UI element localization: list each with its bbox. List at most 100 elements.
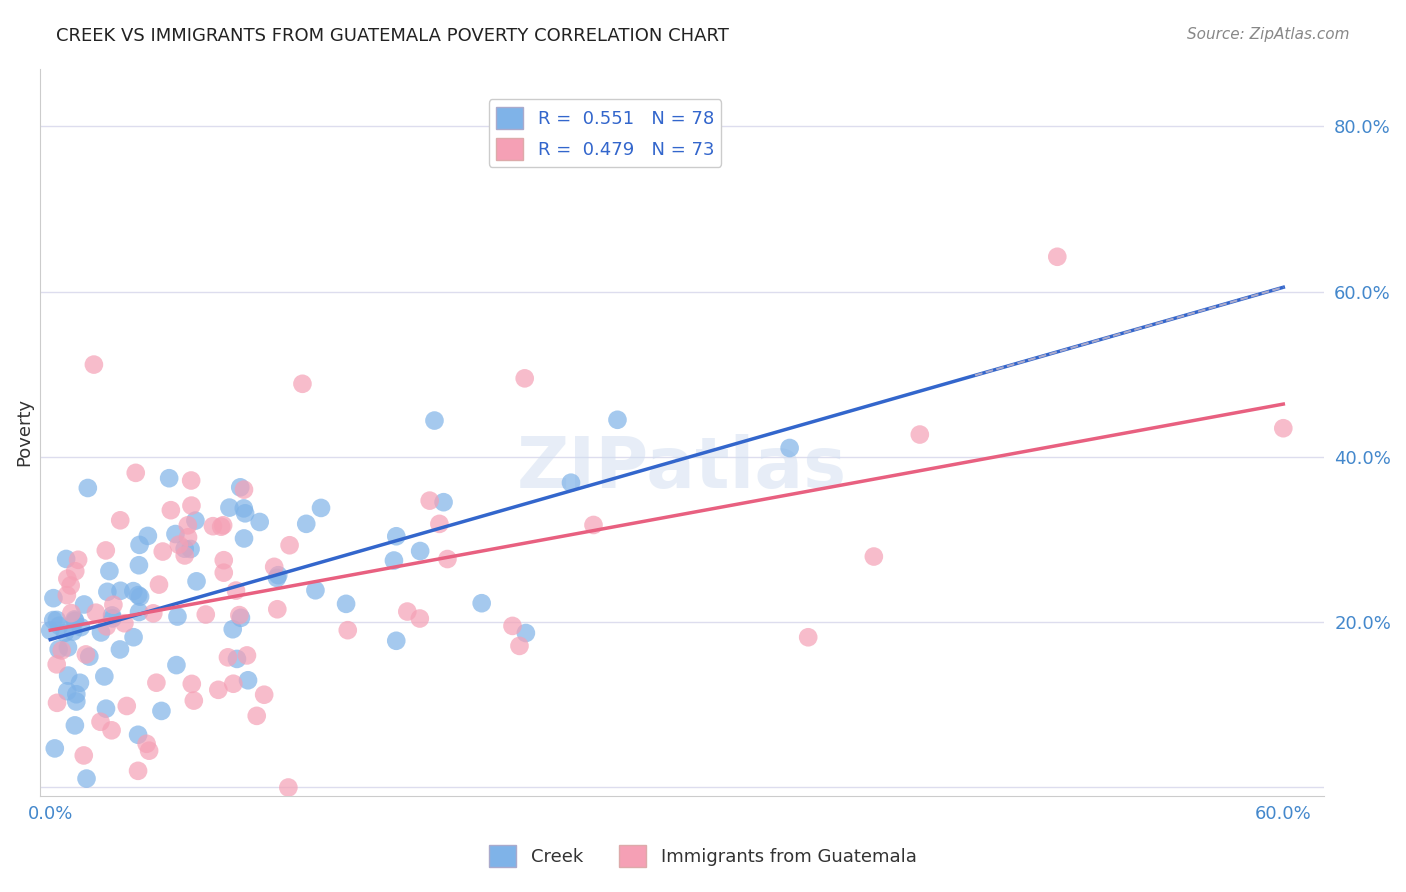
Point — [212, 518, 235, 533]
Point — [419, 493, 441, 508]
Point — [167, 538, 190, 552]
Point — [582, 518, 605, 533]
Point — [233, 532, 256, 546]
Point — [128, 558, 150, 573]
Point — [89, 714, 111, 729]
Point — [212, 553, 235, 567]
Point — [60, 606, 83, 620]
Point — [295, 516, 318, 531]
Point — [127, 764, 149, 778]
Point — [266, 571, 288, 585]
Point — [101, 611, 124, 625]
Point — [42, 613, 65, 627]
Point — [142, 607, 165, 621]
Point — [152, 544, 174, 558]
Point — [217, 650, 239, 665]
Point — [429, 516, 451, 531]
Point — [382, 553, 405, 567]
Point — [84, 606, 107, 620]
Point — [253, 688, 276, 702]
Point — [232, 501, 254, 516]
Point — [83, 358, 105, 372]
Point — [396, 605, 419, 619]
Point — [128, 538, 150, 552]
Point — [101, 608, 124, 623]
Y-axis label: Poverty: Poverty — [15, 398, 32, 467]
Point — [63, 614, 86, 628]
Point — [96, 619, 118, 633]
Point — [513, 371, 536, 385]
Point — [336, 623, 359, 637]
Point — [177, 518, 200, 533]
Point — [201, 519, 224, 533]
Point — [423, 413, 446, 427]
Point — [560, 475, 582, 490]
Point — [67, 553, 90, 567]
Point — [335, 597, 357, 611]
Point — [138, 744, 160, 758]
Legend: R =  0.551   N = 78, R =  0.479   N = 73: R = 0.551 N = 78, R = 0.479 N = 73 — [489, 99, 721, 167]
Point — [432, 495, 454, 509]
Point — [222, 622, 245, 636]
Point — [62, 624, 84, 639]
Point — [502, 619, 524, 633]
Point — [236, 673, 259, 688]
Point — [309, 500, 332, 515]
Point — [471, 596, 494, 610]
Point — [233, 483, 256, 497]
Point — [45, 657, 67, 672]
Point — [44, 741, 66, 756]
Point — [115, 698, 138, 713]
Point — [157, 471, 180, 485]
Point — [177, 530, 200, 544]
Point — [56, 588, 79, 602]
Point — [797, 630, 820, 644]
Point — [278, 538, 301, 552]
Point — [76, 481, 98, 495]
Point — [184, 514, 207, 528]
Point — [229, 480, 252, 494]
Point — [180, 677, 202, 691]
Point — [48, 618, 70, 632]
Point — [218, 500, 240, 515]
Point — [233, 506, 256, 520]
Point — [908, 427, 931, 442]
Point — [125, 466, 148, 480]
Point — [69, 675, 91, 690]
Point — [385, 633, 408, 648]
Point — [209, 519, 232, 533]
Point — [110, 583, 132, 598]
Point — [128, 605, 150, 619]
Point — [180, 541, 202, 556]
Point — [39, 624, 62, 638]
Point — [863, 549, 886, 564]
Point — [79, 649, 101, 664]
Point — [606, 413, 628, 427]
Point — [1046, 250, 1069, 264]
Point — [1272, 421, 1295, 435]
Point — [129, 590, 152, 604]
Point — [112, 616, 135, 631]
Point — [63, 718, 86, 732]
Point — [73, 598, 96, 612]
Point — [186, 574, 208, 589]
Point — [55, 552, 77, 566]
Point — [110, 513, 132, 527]
Point — [56, 572, 79, 586]
Point — [75, 648, 97, 662]
Point — [63, 612, 86, 626]
Point — [409, 544, 432, 558]
Point — [93, 669, 115, 683]
Point — [122, 584, 145, 599]
Point — [69, 620, 91, 634]
Point — [65, 694, 87, 708]
Point — [94, 701, 117, 715]
Point — [183, 693, 205, 707]
Point — [100, 723, 122, 738]
Point — [267, 568, 290, 582]
Point — [266, 602, 288, 616]
Point — [249, 515, 271, 529]
Point — [127, 728, 149, 742]
Point — [246, 709, 269, 723]
Point — [165, 527, 187, 541]
